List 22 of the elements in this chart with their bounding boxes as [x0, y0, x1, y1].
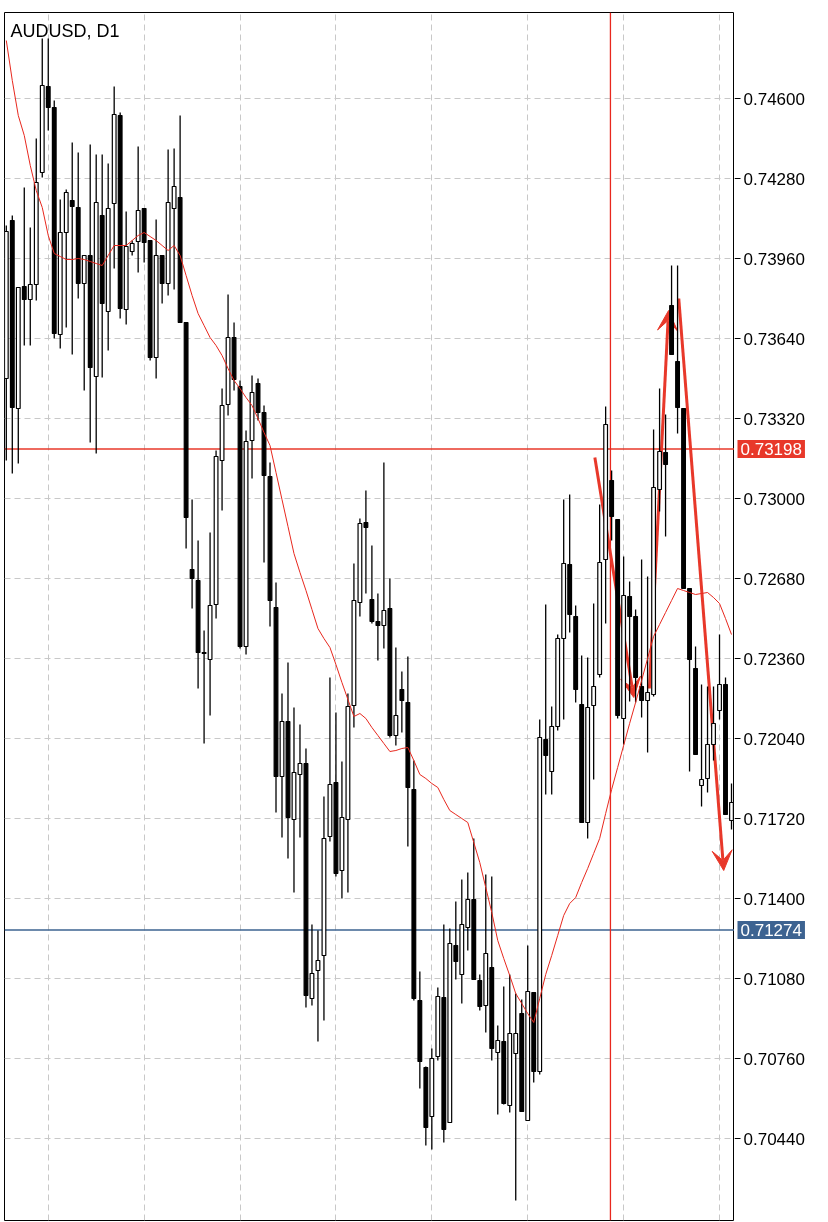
y-tick-label: 0.70760	[743, 1049, 805, 1069]
ref-line-label: 0.73198	[740, 440, 802, 459]
candlestick	[189, 498, 195, 610]
y-tick-label: 0.73320	[743, 409, 805, 429]
candlestick	[315, 929, 321, 1043]
y-tick-label: 0.71080	[743, 969, 805, 989]
y-tick-label: 0.71400	[743, 889, 805, 909]
y-tick-label: 0.72680	[743, 569, 805, 589]
y-tick-label: 0.73960	[743, 249, 805, 269]
y-tick-label: 0.74600	[743, 89, 805, 109]
candlestick	[399, 670, 405, 734]
y-tick-label: 0.72040	[743, 729, 805, 749]
ref-line-label: 0.71274	[740, 921, 802, 940]
y-tick-label: 0.73640	[743, 329, 805, 349]
candlestick	[699, 683, 704, 808]
y-tick-label: 0.74280	[743, 169, 805, 189]
chart-title: AUDUSD, D1	[10, 20, 120, 41]
y-tick-label: 0.71720	[743, 809, 805, 829]
y-tick-label: 0.72360	[743, 649, 805, 669]
candlestick	[591, 602, 597, 781]
y-tick-label: 0.70440	[743, 1129, 805, 1149]
y-tick-label: 0.73000	[743, 489, 805, 509]
